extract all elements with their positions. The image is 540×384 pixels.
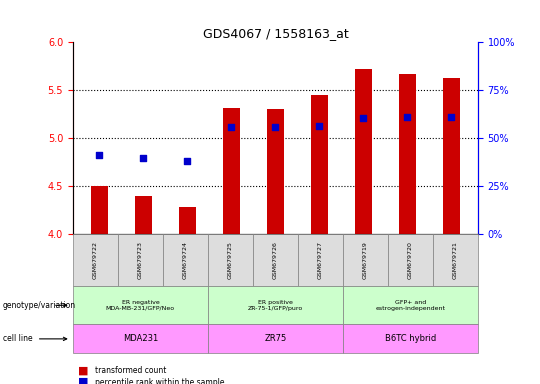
Bar	[355, 69, 372, 234]
Title: GDS4067 / 1558163_at: GDS4067 / 1558163_at	[202, 26, 348, 40]
Text: ■: ■	[78, 366, 89, 376]
Point	[359, 115, 368, 121]
Text: cell line: cell line	[3, 334, 32, 343]
Bar	[310, 95, 328, 234]
Bar	[267, 109, 284, 234]
Bar	[179, 207, 196, 234]
Bar	[134, 196, 152, 234]
Bar	[443, 78, 460, 234]
Text: ER positive
ZR-75-1/GFP/puro: ER positive ZR-75-1/GFP/puro	[248, 300, 303, 311]
Text: ER negative
MDA-MB-231/GFP/Neo: ER negative MDA-MB-231/GFP/Neo	[106, 300, 175, 311]
Text: GSM679722: GSM679722	[93, 241, 98, 279]
Text: GSM679720: GSM679720	[408, 241, 413, 279]
Text: GFP+ and
estrogen-independent: GFP+ and estrogen-independent	[375, 300, 445, 311]
Bar	[91, 186, 108, 234]
Point	[139, 155, 147, 161]
Text: B6TC hybrid: B6TC hybrid	[385, 334, 436, 343]
Point	[403, 114, 412, 120]
Text: GSM679724: GSM679724	[183, 241, 188, 279]
Text: GSM679726: GSM679726	[273, 241, 278, 279]
Text: GSM679719: GSM679719	[363, 241, 368, 279]
Text: GSM679723: GSM679723	[138, 241, 143, 279]
Text: transformed count: transformed count	[94, 366, 166, 375]
Bar	[222, 108, 240, 234]
Text: MDA231: MDA231	[123, 334, 158, 343]
Bar	[399, 74, 416, 234]
Point	[95, 152, 104, 158]
Text: percentile rank within the sample: percentile rank within the sample	[94, 377, 224, 384]
Text: ■: ■	[78, 377, 89, 384]
Point	[183, 158, 192, 164]
Point	[315, 123, 324, 129]
Text: GSM679725: GSM679725	[228, 241, 233, 279]
Point	[447, 114, 456, 120]
Text: ZR75: ZR75	[264, 334, 287, 343]
Point	[227, 124, 235, 130]
Point	[271, 124, 280, 130]
Text: GSM679721: GSM679721	[453, 241, 458, 279]
Text: GSM679727: GSM679727	[318, 241, 323, 279]
Text: genotype/variation: genotype/variation	[3, 301, 76, 310]
